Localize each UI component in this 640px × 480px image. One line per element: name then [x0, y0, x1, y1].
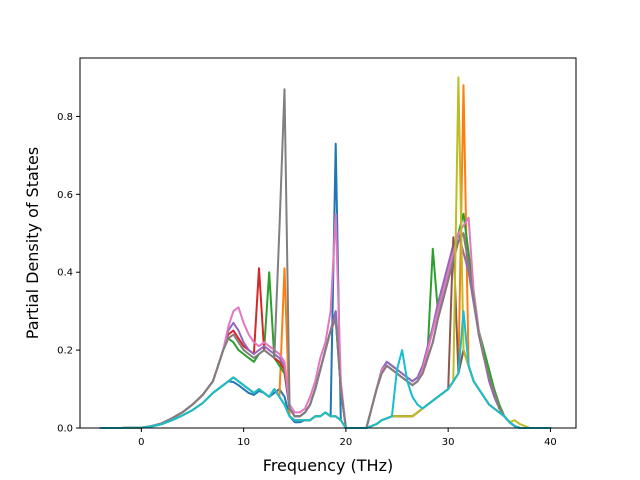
y-tick-label: 0.2: [57, 346, 73, 357]
x-tick-label: 0: [138, 437, 144, 448]
axes-frame: [79, 57, 577, 429]
series-line-1: [99, 142, 552, 429]
series-line-9: [99, 76, 552, 429]
y-tick-label: 0.4: [57, 268, 73, 279]
x-axis-label: Frequency (THz): [263, 456, 393, 475]
series-line-2: [99, 84, 552, 429]
series-line-10: [99, 310, 552, 429]
series-lines: [99, 76, 552, 429]
series-line-8: [99, 88, 552, 429]
x-tick-label: 20: [340, 437, 353, 448]
y-tick-label: 0.6: [57, 190, 73, 201]
x-tick-label: 40: [544, 437, 557, 448]
y-axis-ticks: 0.0 0.2 0.4 0.6 0.8: [57, 112, 80, 435]
y-tick-label: 0.8: [57, 112, 73, 123]
x-tick-label: 10: [237, 437, 250, 448]
y-tick-label: 0.0: [57, 424, 73, 435]
series-line-6: [99, 236, 552, 429]
series-line-5: [99, 232, 552, 429]
x-axis-ticks: 0 10 20 30 40: [138, 428, 557, 448]
y-axis-label: Partial Density of States: [23, 147, 42, 339]
x-tick-label: 30: [442, 437, 455, 448]
series-line-4: [99, 232, 552, 429]
